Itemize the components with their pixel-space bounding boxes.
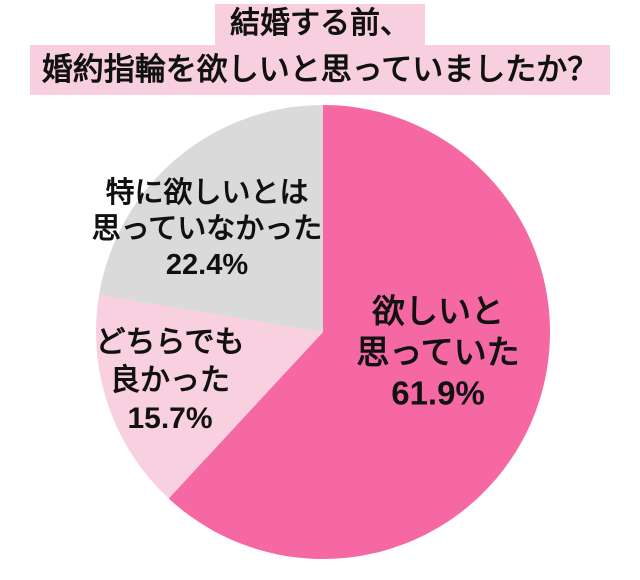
slice-label-either-way: どちらでも 良かった 15.7% bbox=[95, 324, 244, 438]
pie-slice-2 bbox=[99, 105, 324, 332]
chart-title-line-1: 結婚する前、 bbox=[215, 4, 425, 45]
slice-label-percent: 61.9% bbox=[391, 374, 485, 412]
chart-title-row-1: 結婚する前、 bbox=[0, 4, 640, 45]
chart-title-row-2: 婚約指輪を欲しいと思っていましたか？ bbox=[0, 45, 640, 95]
slice-label-did-not-want: 特に欲しいとは 思っていなかった 22.4% bbox=[92, 175, 323, 283]
slice-label-percent: 22.4% bbox=[165, 249, 249, 281]
slice-label-text: どちらでも bbox=[95, 326, 245, 359]
slice-label-text: 良かった bbox=[109, 364, 230, 397]
pie-slice-0 bbox=[168, 105, 550, 560]
slice-label-text: 思っていなかった bbox=[91, 213, 323, 245]
chart-title-line-2: 婚約指輪を欲しいと思っていましたか？ bbox=[29, 45, 611, 95]
slice-label-text: 欲しいと bbox=[371, 292, 504, 330]
pie-slice-1 bbox=[95, 295, 323, 499]
slice-label-text: 特に欲しいとは bbox=[105, 177, 309, 209]
slice-label-percent: 15.7% bbox=[127, 402, 213, 435]
slice-label-wanted: 欲しいと 思っていた 61.9% bbox=[356, 291, 519, 414]
chart-title: 結婚する前、 婚約指輪を欲しいと思っていましたか？ bbox=[0, 4, 640, 95]
slice-label-text: 思っていた bbox=[356, 333, 520, 371]
